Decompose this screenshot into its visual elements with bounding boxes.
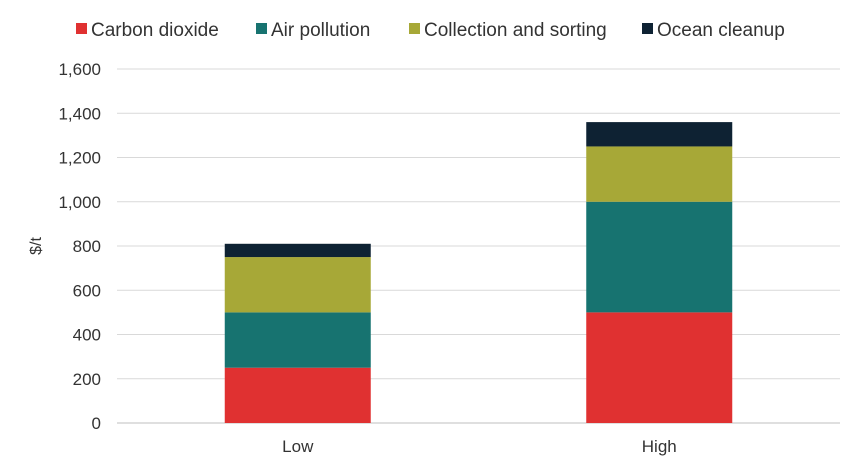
legend-swatch <box>642 23 653 34</box>
bar-segment <box>224 257 371 313</box>
bar-segment <box>586 312 733 423</box>
y-tick-label: 600 <box>73 281 101 300</box>
y-tick-label: 1,400 <box>58 104 101 123</box>
y-tick-label: 400 <box>73 326 101 345</box>
legend-label: Air pollution <box>271 20 370 41</box>
y-tick-label: 0 <box>92 414 101 433</box>
bar-segment <box>586 122 733 147</box>
x-tick-label: Low <box>282 437 314 456</box>
y-axis-title: $/t <box>28 237 45 255</box>
y-tick-label: 1,200 <box>58 149 101 168</box>
legend-label: Collection and sorting <box>424 20 607 41</box>
legend-swatch <box>256 23 267 34</box>
y-tick-label: 1,600 <box>58 60 101 79</box>
x-axis-ticks: Low High <box>282 437 677 456</box>
bars <box>224 122 733 423</box>
bar-segment <box>224 367 371 423</box>
x-tick-label: High <box>642 437 677 456</box>
bar-segment <box>586 146 733 202</box>
bar-segment <box>224 312 371 368</box>
bar-segment <box>586 201 733 313</box>
legend-swatch <box>409 23 420 34</box>
legend-label: Carbon dioxide <box>91 20 219 41</box>
y-axis-ticks: 0 200 400 600 800 1,000 1,200 1,400 1,600 <box>58 60 101 433</box>
bar-segment <box>224 243 371 258</box>
legend-label: Ocean cleanup <box>657 20 785 41</box>
y-tick-label: 200 <box>73 370 101 389</box>
legend-swatch <box>76 23 87 34</box>
y-tick-label: 1,000 <box>58 193 101 212</box>
y-tick-label: 800 <box>73 237 101 256</box>
legend: Carbon dioxide Air pollution Collection an… <box>76 20 785 41</box>
